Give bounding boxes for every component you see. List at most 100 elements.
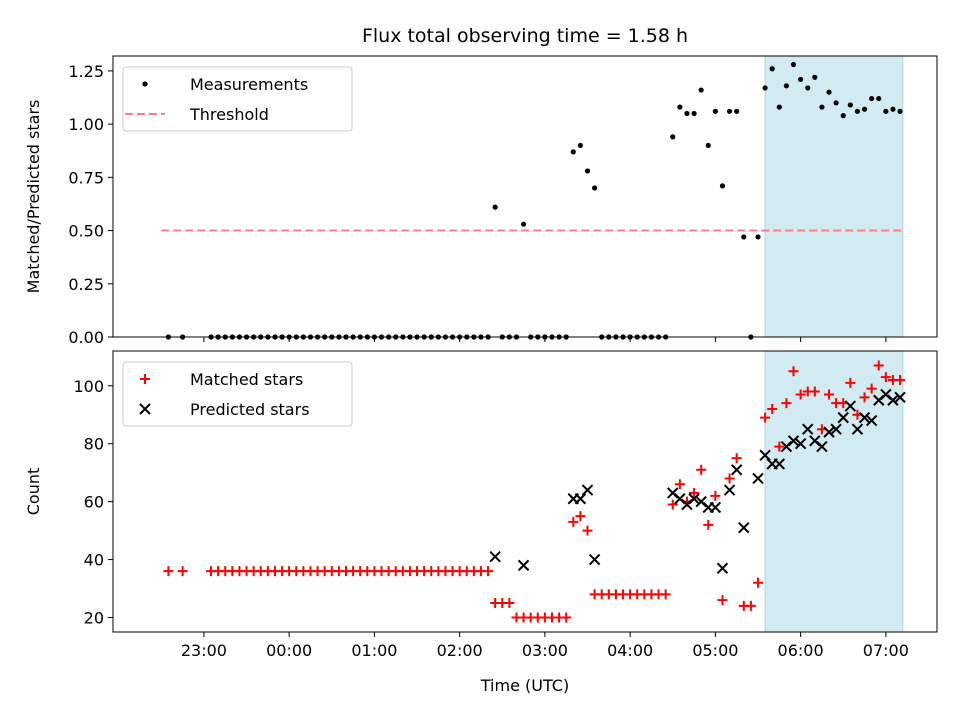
panel-1-measurement-point [520,221,527,227]
panel-1-measurement-point [840,113,846,119]
panel-2-matched-point [781,398,792,409]
panel-2-predicted-point [802,423,814,435]
panel-2-predicted-point [738,522,750,534]
panel-2-matched-point [504,598,515,609]
panel-1-measurement-point [719,183,726,189]
panel-1-measurement-point [684,110,690,117]
panel-2: 20 40 60 80 100 23:00 00:00 01:00 02:00 03:00 04:0… [24,350,938,695]
panel-1-measurement-point [798,76,804,83]
panel-2-predicted-point [730,464,743,476]
chart-title: Flux total observing time = 1.58 h [362,25,688,47]
panel-1-measurement-point [812,74,818,80]
panel-2-shaded-region [764,350,904,633]
panel-1-measurement-point [819,104,825,110]
panel-2-matched-point [674,479,685,490]
panel-1-measurement-point [861,106,868,112]
panel-2-matched-point [767,403,778,414]
panel-1-measurement-point [677,104,683,110]
panel-2-ylabel: Count [24,468,43,516]
panel-2-xtick-label: 00:00 [266,641,312,660]
panel-2-ytick-label: 60 [84,493,104,512]
panel-2-matched-point [788,366,799,377]
panel-1-frame [112,55,938,338]
panel-2-predicted-point [787,435,800,447]
panel-1-measurement-point [670,134,676,140]
panel-2-matched-point [873,360,884,371]
panel-1-measurement-point [890,106,896,112]
panel-2-predicted-point [759,449,771,461]
panel-2-predicted-point [894,391,906,404]
panel-2-predicted-point [716,562,729,574]
panel-2-predicted-point [688,493,700,505]
panel-2-legend: Matched stars Predicted stars [122,361,353,427]
panel-2-predicted-point [837,411,849,424]
panel-2-predicted-point [865,414,878,427]
panel-1-measurement-point [734,108,740,114]
panel-1-measurement-point [869,95,875,102]
panel-1-ylabel: Matched/Predicted stars [24,100,43,294]
x-axis-label: Time (UTC) [480,676,569,695]
panel-2-xtick-label: 03:00 [522,641,568,660]
panel-1-measurement-point [577,142,584,149]
panel-2-matched-point [760,412,771,423]
panel-1-measurement-point [712,108,718,114]
panel-2-matched-point [845,377,856,388]
panel-1-measurement-point [741,234,747,240]
panel-1-legend: Measurements Threshold [122,66,353,132]
panel-1-measurement-point [492,204,498,210]
panel-2-matched-point [575,511,586,522]
panel-1-measurement-point [592,185,598,191]
panel-2-xtick-label: 04:00 [607,641,653,660]
panel-2-matched-point [177,566,188,577]
panel-1-measurement-point [833,100,839,106]
panel-2-xtick-label: 06:00 [778,641,824,660]
panel-1-measurement-point [790,61,797,68]
panel-1-measurement-point [705,142,711,149]
panel-1-measurement-point [755,234,761,240]
panel-2-predicted-point [816,440,828,453]
panel-2-legend-label: Predicted stars [190,400,310,419]
panel-1-legend-marker [142,81,148,87]
panel-2-predicted-point [851,423,864,435]
panel-1-measurement-point [570,149,576,155]
panel-2-xtick-label: 23:00 [181,641,227,660]
panel-2-predicted-point [723,484,736,496]
panel-2-xtick-label: 07:00 [863,641,909,660]
panel-2-matched-point [561,612,572,623]
panel-2-predicted-point [773,458,786,470]
panel-1-ytick-label: 1.00 [68,115,104,134]
panel-2-predicted-point [830,423,842,435]
panel-2-matched-point [703,519,714,530]
panel-1-legend-label: Threshold [189,105,269,124]
panel-2-matched-point [880,372,891,383]
panel-2-predicted-point [581,484,594,496]
panel-1-measurement-point [805,85,811,91]
panel-2-predicted-point [823,426,835,438]
panel-2-predicted-point [858,411,871,424]
panel-1-measurement-point [897,108,903,114]
panel-2-predicted-point [588,553,601,566]
panel-2-matched-point [895,374,906,385]
panel-1-shaded-region [764,55,904,338]
panel-2-predicted-point [887,394,899,406]
panel-1-measurement-point [691,110,697,117]
panel-1-measurement-point [726,108,733,114]
panel-2-ytick-label: 40 [84,551,104,570]
panel-1-measurement-point [762,85,768,91]
panel-2-matched-point [710,490,721,501]
panel-2-series-2 [489,388,906,574]
panel-2-ytick-label: 100 [73,377,104,396]
panel-1-measurement-point [876,95,882,102]
panel-2-ytick-label: 80 [84,435,104,454]
panel-2-legend-marker [140,374,150,384]
panel-2-predicted-point [794,437,807,450]
panel-1-measurement-point [847,102,853,108]
panel-1-measurement-point [854,108,861,114]
panel-2-matched-point [667,499,678,510]
panel-1: 0.00 0.25 0.50 0.75 1.00 1.25 Matched/Predicte… [24,25,938,347]
panel-1-ytick-label: 0.75 [68,168,104,187]
panel-2-matched-point [752,577,763,588]
panel-2-matched-point [795,389,806,400]
panel-2-matched-point [689,487,700,498]
panel-2-matched-point [163,566,174,577]
